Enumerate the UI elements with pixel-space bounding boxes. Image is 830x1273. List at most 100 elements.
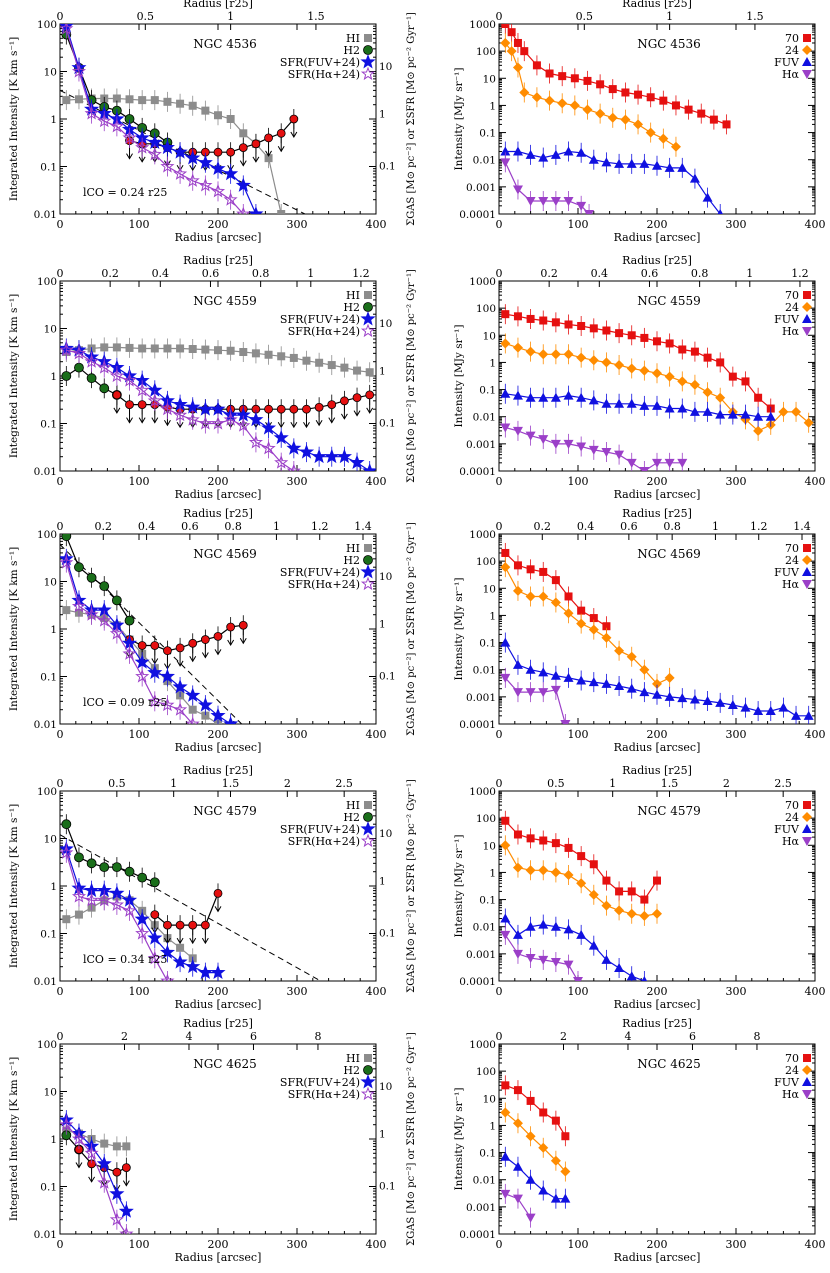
- legend-marker: [803, 1054, 811, 1062]
- data-point-70: [513, 312, 522, 321]
- top-tick-label: 1.5: [746, 10, 764, 23]
- data-point-sfr-h-24-: [97, 1175, 112, 1189]
- right-axis-label: ΣGAS [M⊙ pc⁻²] or ΣSFR [M⊙ pc⁻² Gyr⁻¹]: [406, 779, 417, 993]
- data-point-hi: [251, 349, 260, 358]
- data-point-70: [532, 61, 541, 70]
- x-axis-label: Radius [arcsec]: [614, 231, 701, 244]
- data-point-fuv: [512, 1161, 523, 1171]
- top-tick-label: 0.5: [547, 777, 565, 790]
- top-tick-label: 2: [723, 777, 730, 790]
- data-point-h-: [576, 201, 587, 211]
- series-line-fuv: [505, 393, 771, 418]
- top-tick-label: 1.4: [793, 520, 811, 533]
- legend-marker: [802, 812, 812, 822]
- data-point-sfr-h-24-: [185, 173, 200, 187]
- legend-label: H2: [343, 301, 360, 314]
- legend-marker: [803, 544, 811, 552]
- galaxy-title: NGC 4579: [637, 804, 701, 818]
- data-point-sfr-h-24-: [60, 555, 74, 569]
- x-tick-label: 200: [208, 218, 229, 231]
- data-point-sfr-h-24-: [261, 440, 276, 455]
- data-point-sfr-h-24-: [173, 166, 188, 180]
- y-tick-label: 1: [489, 357, 496, 369]
- x-tick-label: 100: [129, 218, 150, 231]
- data-point-hi: [289, 353, 298, 362]
- y-tick-label: 0.001: [466, 182, 496, 194]
- legend-label: H2: [343, 554, 360, 567]
- data-point-fuv: [500, 1151, 511, 1161]
- data-point-70: [653, 337, 661, 346]
- data-point-sfr-h-24-: [60, 24, 74, 35]
- data-point-sfr-fuv-24-: [109, 1185, 125, 1201]
- data-point-h2-upper: [150, 910, 160, 919]
- data-point-sfr-fuv-24-: [197, 964, 213, 980]
- data-point-70: [646, 93, 655, 102]
- data-point-24: [506, 46, 517, 57]
- x-tick-label: 0: [496, 218, 503, 231]
- right-tick-label: 0.1: [379, 161, 396, 173]
- data-point-24: [614, 905, 625, 916]
- data-point-70: [513, 830, 522, 839]
- data-point-fuv: [677, 162, 688, 172]
- data-point-24: [500, 840, 511, 851]
- x-tick-label: 200: [208, 728, 229, 741]
- x-tick-label: 100: [129, 985, 150, 998]
- data-point-70: [539, 567, 548, 576]
- data-point-24: [550, 1155, 561, 1166]
- upper-limit-head: [126, 153, 133, 160]
- data-point-24: [753, 425, 764, 436]
- data-point-h2-upper: [175, 920, 185, 930]
- y-tick-label: 10: [483, 583, 496, 595]
- series-line-70: [505, 313, 772, 409]
- legend-label: HI: [346, 1052, 360, 1065]
- data-point-hi: [176, 99, 185, 108]
- top-axis-label: Radius [r25]: [622, 764, 692, 777]
- data-point-70: [539, 1108, 548, 1117]
- data-point-h2-upper: [125, 400, 134, 409]
- upper-limit-head: [164, 419, 171, 427]
- y-axis-label: Integrated Intensity [K km s⁻¹]: [8, 37, 20, 201]
- data-point-sfr-h-24-: [173, 407, 188, 422]
- x-tick-label: 100: [129, 728, 150, 741]
- data-point-sfr-h-24-: [160, 973, 175, 981]
- data-point-70: [634, 90, 643, 99]
- data-point-sfr-fuv-24-: [185, 150, 201, 165]
- data-point-70: [577, 852, 586, 861]
- data-point-24: [607, 112, 618, 123]
- legend-label: FUV: [774, 313, 800, 326]
- legend-label: H2: [343, 811, 360, 824]
- data-point-24: [645, 127, 656, 138]
- data-point-fuv: [727, 700, 738, 710]
- series-line-24: [504, 42, 677, 148]
- x-tick-label: 0: [496, 475, 503, 488]
- top-tick-label: 1.2: [352, 267, 370, 280]
- data-point-24: [525, 591, 536, 602]
- y-tick-label: 100: [476, 303, 496, 315]
- data-point-h2: [61, 371, 72, 381]
- data-point-sfr-h-24-: [97, 113, 112, 128]
- y-axis-label: Integrated Intensity [K km s⁻¹]: [8, 804, 20, 968]
- y-tick-label: 100: [37, 529, 57, 541]
- data-point-sfr-h-24-: [210, 183, 226, 198]
- upper-limit-head: [126, 417, 133, 424]
- data-point-70: [709, 115, 718, 124]
- data-point-fuv: [753, 411, 764, 421]
- upper-limit-head: [353, 410, 361, 417]
- data-point-sfr-fuv-24-: [235, 177, 251, 192]
- data-point-sfr-fuv-24-: [185, 687, 201, 702]
- data-layer: [60, 1110, 134, 1234]
- data-point-sfr-fuv-24-: [197, 154, 213, 170]
- data-point-h2-upper: [226, 147, 236, 157]
- upper-limit-head: [239, 637, 247, 645]
- data-point-sfr-h-24-: [60, 342, 74, 357]
- x-tick-label: 0: [57, 218, 64, 231]
- data-point-70: [551, 1116, 560, 1125]
- data-point-hi: [74, 95, 83, 104]
- data-point-h2-upper: [314, 402, 324, 412]
- legend-marker: [802, 45, 812, 55]
- data-point-70: [627, 887, 636, 896]
- data-point-fuv: [717, 209, 723, 214]
- data-point-70: [564, 843, 573, 852]
- top-tick-label: 1: [170, 777, 177, 790]
